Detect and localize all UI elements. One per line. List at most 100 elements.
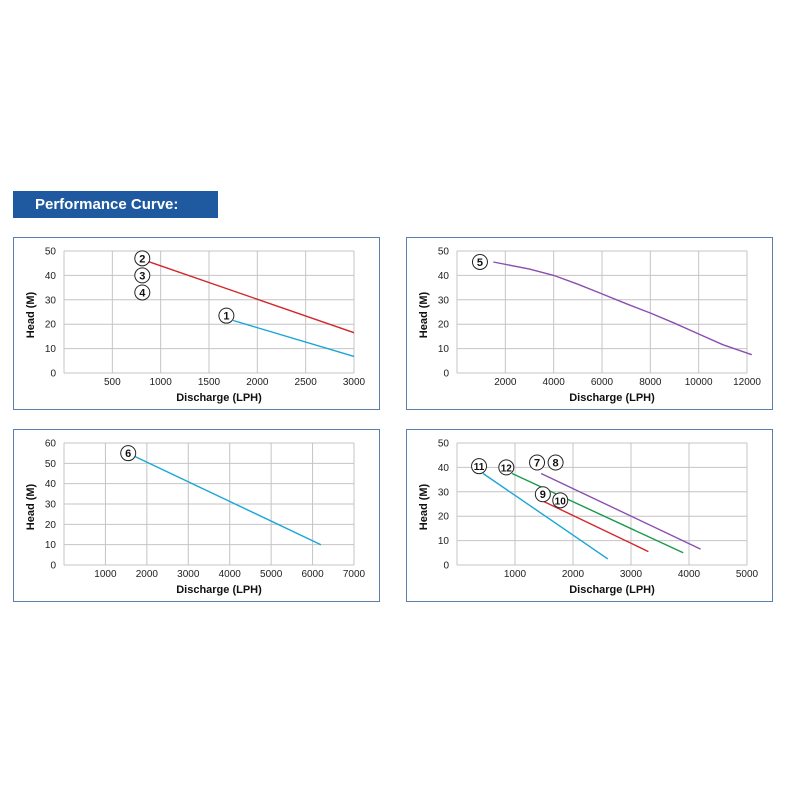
marker-label: 3 [139,270,145,282]
curve-marker-7: 7 [529,454,546,471]
curve-marker-3: 3 [134,267,151,284]
y-tick-label: 40 [45,479,57,490]
x-tick-label: 500 [104,377,121,388]
x-tick-label: 1000 [150,377,173,388]
marker-label: 4 [139,287,146,299]
y-tick-label: 20 [438,320,450,331]
curve-marker-10: 10 [552,492,569,509]
x-tick-label: 2000 [246,377,269,388]
x-tick-label: 2000 [136,569,159,580]
chart-svg-2: 2000 4000 6000 8000 10000 12000 0 10 20 30 40 50 Dis… [418,247,761,405]
chart-svg-1: 500 1000 1500 2000 2500 3000 0 10 20 30 40 50 Discha… [25,247,366,405]
marker-label: 11 [474,462,485,473]
y-tick-label: 10 [438,344,450,355]
series-line-5 [493,261,753,356]
x-tick-label: 5000 [736,569,759,580]
chart-svg-4: 1000 2000 3000 4000 5000 0 10 20 30 40 50 Discharge… [418,439,759,597]
y-tick-label: 50 [45,459,57,470]
y-tick-label: 20 [438,512,450,523]
y-axis-title: Head (M) [25,291,37,338]
y-tick-label: 20 [45,320,57,331]
x-axis-title: Discharge (LPH) [176,392,262,404]
y-tick-label: 40 [438,271,450,282]
y-tick-label: 30 [438,295,450,306]
y-tick-label: 0 [443,369,449,380]
x-tick-label: 1500 [198,377,221,388]
y-axis-title: Head (M) [25,483,37,530]
curve-marker-5: 5 [471,253,488,270]
marker-circle [134,250,151,267]
y-tick-label: 0 [50,369,56,380]
marker-label: 8 [553,458,559,470]
y-tick-label: 0 [50,561,56,572]
x-tick-label: 10000 [685,377,713,388]
x-axis-title: Discharge (LPH) [176,584,262,596]
performance-curve-banner: Performance Curve: [13,191,218,218]
y-tick-label: 30 [438,487,450,498]
marker-label: 9 [540,489,546,501]
y-tick-label: 10 [45,540,57,551]
y-tick-label: 30 [45,500,57,511]
marker-label: 7 [534,458,540,470]
curve-marker-11: 11 [471,458,488,475]
marker-circle [471,458,488,475]
marker-circle [552,492,569,509]
x-tick-label: 12000 [733,377,761,388]
series-line-1 [233,319,355,358]
x-tick-label: 7000 [343,569,366,580]
curve-marker-6: 6 [120,445,137,462]
x-tick-label: 5000 [260,569,283,580]
curve-marker-8: 8 [547,454,564,471]
marker-circle [218,307,235,324]
curve-marker-12: 12 [498,459,515,476]
series-line-9-10 [543,500,649,553]
y-tick-label: 40 [438,463,450,474]
x-tick-label: 2000 [494,377,517,388]
y-tick-label: 40 [45,271,57,282]
curve-marker-1: 1 [218,307,235,324]
marker-label: 10 [555,496,567,507]
y-tick-label: 50 [438,439,450,450]
chart-panel-4: 1000 2000 3000 4000 5000 0 10 20 30 40 50 Discharge… [406,429,773,602]
y-axis-title: Head (M) [418,291,430,338]
marker-circle [134,267,151,284]
x-tick-label: 4000 [219,569,242,580]
marker-label: 2 [139,253,145,265]
marker-label: 5 [477,257,483,269]
x-tick-label: 1000 [504,569,527,580]
chart-panel-2: 2000 4000 6000 8000 10000 12000 0 10 20 30 40 50 Dis… [406,237,773,410]
x-tick-label: 2000 [562,569,585,580]
y-tick-label: 0 [443,561,449,572]
curve-marker-4: 4 [134,284,151,301]
x-axis-title: Discharge (LPH) [569,392,655,404]
marker-circle [529,454,546,471]
y-tick-label: 10 [438,536,450,547]
chart-panel-3: 1000 2000 3000 4000 5000 6000 7000 0 10 20 30 40 50 6… [13,429,380,602]
series-line-2 [145,260,355,334]
x-tick-label: 6000 [301,569,324,580]
y-tick-label: 10 [45,344,57,355]
curve-marker-9: 9 [534,486,551,503]
marker-circle [547,454,564,471]
marker-label: 12 [501,463,513,474]
marker-circle [471,253,488,270]
y-tick-label: 20 [45,520,57,531]
chart-svg-3: 1000 2000 3000 4000 5000 6000 7000 0 10 20 30 40 50 6… [25,439,366,597]
x-tick-label: 8000 [639,377,662,388]
x-tick-label: 3000 [177,569,200,580]
marker-circle [498,459,515,476]
chart-panel-1: 500 1000 1500 2000 2500 3000 0 10 20 30 40 50 Discha… [13,237,380,410]
x-tick-label: 3000 [620,569,643,580]
series-line-11 [482,472,609,560]
y-tick-label: 30 [45,295,57,306]
series-line-6 [134,455,322,546]
x-tick-label: 4000 [678,569,701,580]
marker-label: 6 [125,448,131,460]
marker-circle [534,486,551,503]
x-tick-label: 6000 [591,377,614,388]
y-tick-label: 50 [438,247,450,258]
x-tick-label: 2500 [295,377,318,388]
marker-label: 1 [223,311,229,323]
x-tick-label: 4000 [543,377,566,388]
x-tick-label: 1000 [94,569,117,580]
